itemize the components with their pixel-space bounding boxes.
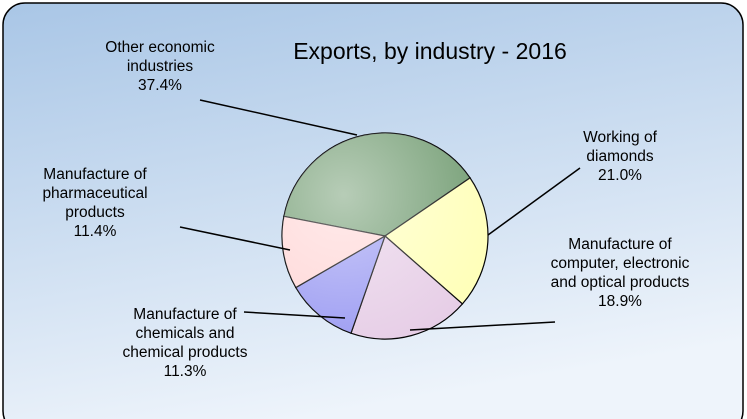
slice-value-label: 18.9% [598,293,642,310]
slice-label-box: Other economic industries 37.4% [100,38,220,95]
slice-label-box: Working of diamonds 21.0% [560,128,680,185]
slice-label: Manufacture of pharmaceutical products [42,166,148,221]
slice-label-box: Manufacture of chemicals and chemical pr… [115,305,255,381]
slice-label-box: Manufacture of pharmaceutical products 11… [25,165,165,241]
chart-title: Exports, by industry - 2016 [293,38,567,64]
leader-line [487,167,581,236]
leader-line [409,321,556,331]
slice-value-label: 37.4% [138,77,182,94]
slice-value-label: 21.0% [598,167,642,184]
slice-label: Manufacture of computer, electronic and … [550,236,690,291]
slice-label: Manufacture of chemicals and chemical pr… [122,306,248,361]
slice-label: Other economic industries [105,39,215,75]
leader-line [179,226,291,251]
slice-value-label: 11.4% [73,223,117,240]
leader-line [199,99,358,136]
slice-value-label: 11.3% [163,363,207,380]
leader-line [243,311,346,319]
slice-label-box: Manufacture of computer, electronic and … [545,235,695,311]
slice-label: Working of diamonds [583,129,657,165]
